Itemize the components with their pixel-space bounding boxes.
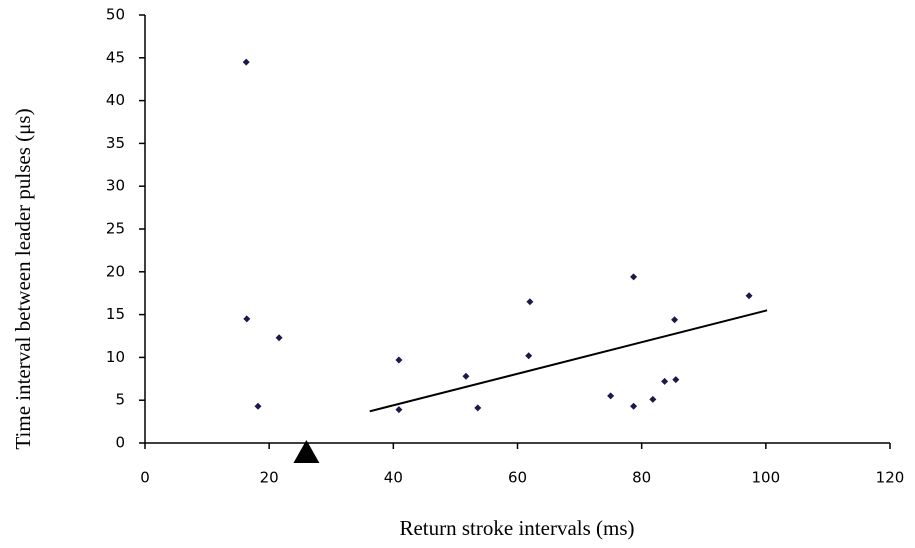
data-point	[607, 392, 615, 400]
y-tick-label: 30	[106, 177, 125, 195]
y-tick-label: 35	[106, 134, 125, 152]
data-point	[649, 395, 657, 403]
data-point	[395, 406, 403, 414]
x-tick-label: 0	[140, 469, 150, 487]
x-tick-label: 60	[508, 469, 527, 487]
y-tick-label: 40	[106, 91, 125, 109]
data-point	[243, 315, 251, 323]
data-point	[242, 58, 250, 66]
y-axis-title: Time interval between leader pulses (μs)	[11, 108, 35, 449]
data-point	[671, 316, 679, 324]
x-tick-label: 120	[876, 469, 905, 487]
data-point	[525, 352, 533, 360]
y-tick-label: 0	[115, 434, 125, 452]
trend-line	[369, 309, 768, 413]
y-tick-label: 15	[106, 305, 125, 323]
data-point	[462, 372, 470, 380]
y-tick-label: 10	[106, 348, 125, 366]
data-point	[474, 404, 482, 412]
x-tick-label: 80	[632, 469, 651, 487]
data-point	[745, 292, 753, 300]
x-tick-label: 40	[384, 469, 403, 487]
data-point	[661, 377, 669, 385]
y-tick-label: 20	[106, 262, 125, 280]
y-tick-label: 25	[106, 220, 125, 238]
data-point	[630, 402, 638, 410]
data-point	[630, 273, 638, 281]
data-point	[672, 376, 680, 384]
data-point	[275, 334, 283, 342]
y-tick-label: 5	[115, 391, 125, 409]
x-tick-label: 20	[260, 469, 279, 487]
x-tick-label: 100	[752, 469, 781, 487]
marker	[293, 440, 320, 463]
x-axis-title: Return stroke intervals (ms)	[399, 516, 634, 540]
data-point	[395, 356, 403, 364]
data-point	[526, 298, 534, 306]
y-tick-label: 45	[106, 48, 125, 66]
y-tick-label: 50	[106, 6, 125, 24]
data-point	[254, 402, 262, 410]
